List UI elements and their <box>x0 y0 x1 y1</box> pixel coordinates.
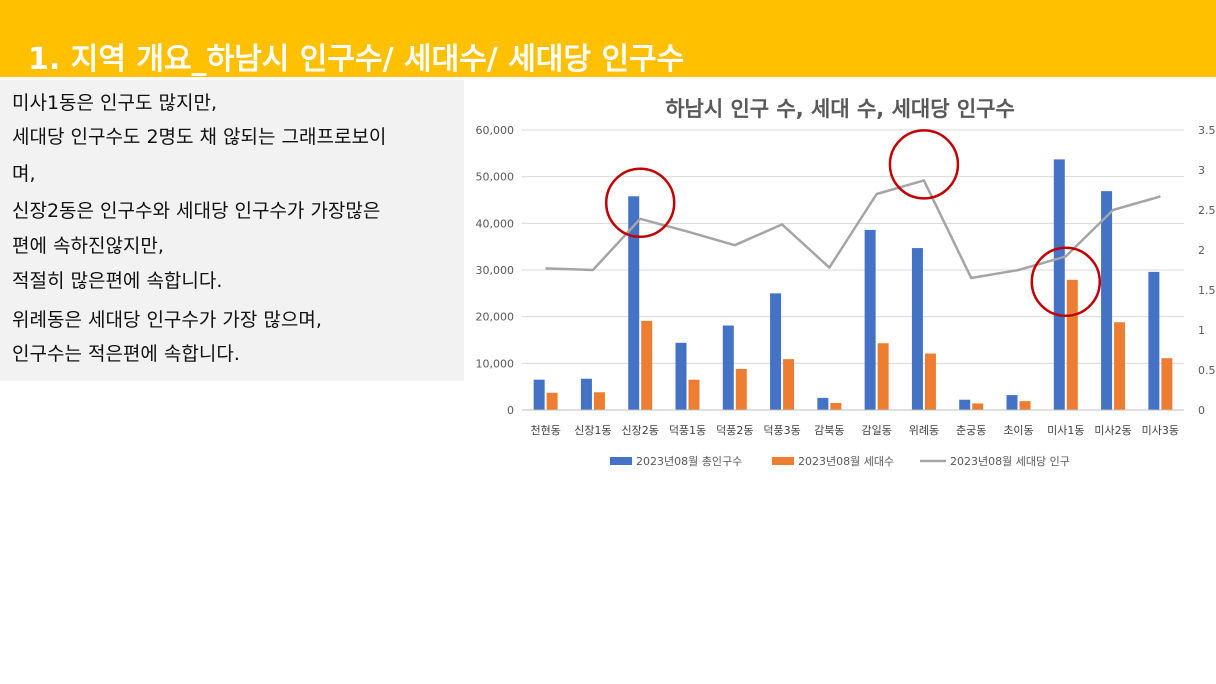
bar-population <box>770 293 782 410</box>
bar-population <box>817 397 829 410</box>
bar-households <box>735 368 747 410</box>
x-tick-label: 미사1동 <box>1047 424 1084 437</box>
bar-population <box>1101 191 1113 410</box>
y2-axis: 0 0.5 1 1.5 2 2.5 3 3.5 <box>1198 124 1216 417</box>
slide-header: 1. 지역 개요_하남시 인구수/ 세대수/ 세대당 인구수 <box>0 0 1216 77</box>
y2-tick-label: 3 <box>1198 164 1205 177</box>
legend-label: 2023년08월 세대수 <box>798 455 894 468</box>
slide-title: 1. 지역 개요_하남시 인구수/ 세대수/ 세대당 인구수 <box>28 42 685 77</box>
gridlines <box>522 129 1184 411</box>
x-tick-label: 신장1동 <box>574 424 611 437</box>
x-tick-label: 감북동 <box>814 424 844 437</box>
bar-population <box>959 399 971 410</box>
y-tick-label: 60,000 <box>476 124 515 137</box>
bar-households <box>641 320 653 410</box>
note-line: 세대당 인구수도 2명도 채 않되는 그래프로보이 <box>12 126 387 148</box>
bar-households <box>1019 401 1031 410</box>
y-tick-label: 20,000 <box>476 311 515 324</box>
line-per-household <box>545 179 1161 280</box>
bar-households <box>1161 358 1173 410</box>
notes-panel: 미사1동은 인구도 많지만, 세대당 인구수도 2명도 채 않되는 그래프로보이… <box>0 80 464 381</box>
x-tick-label: 감일동 <box>861 423 891 437</box>
bar-households <box>972 403 984 410</box>
x-tick-label: 위례동 <box>909 424 939 437</box>
y-tick-label: 10,000 <box>476 357 515 370</box>
highlight-circle <box>604 167 676 239</box>
legend-label: 2023년08월 세대당 인구 <box>950 455 1070 468</box>
y-tick-label: 30,000 <box>476 264 515 277</box>
bar-population <box>580 378 592 410</box>
bar-population <box>533 379 545 410</box>
x-axis: 천현동 신장1동 신장2동 덕풍1동 덕풍2동 덕풍3동 감북동 감일동 위례동 춘궁동 초이동 미사… <box>522 409 1184 437</box>
bar-population <box>675 342 687 410</box>
x-tick-label: 미사2동 <box>1094 424 1131 437</box>
bar-households <box>783 359 795 410</box>
note-line: 적절히 많은편에 속합니다. <box>12 270 223 292</box>
y-axis: 0 10,000 20,000 30,000 40,000 50,000 60,000 <box>476 124 515 417</box>
bar-population <box>864 229 876 410</box>
bar-population <box>1006 395 1018 410</box>
y2-tick-label: 3.5 <box>1198 124 1216 137</box>
note-line: 미사1동은 인구도 많지만, <box>12 92 218 114</box>
y-tick-label: 50,000 <box>476 171 515 184</box>
y2-tick-label: 2.5 <box>1198 204 1216 217</box>
x-tick-label: 천현동 <box>530 423 560 437</box>
y2-tick-label: 0.5 <box>1198 364 1216 377</box>
x-tick-label: 신장2동 <box>622 424 659 437</box>
bar-population <box>722 325 734 410</box>
highlight-circles <box>604 129 1102 318</box>
bar-households <box>877 343 889 410</box>
y2-tick-label: 1 <box>1198 324 1205 337</box>
note-line: 인구수는 적은편에 속합니다. <box>12 343 240 365</box>
y2-tick-label: 1.5 <box>1198 284 1216 297</box>
per-household-line <box>545 179 1161 280</box>
x-tick-label: 춘궁동 <box>956 424 986 437</box>
bar-households <box>830 403 842 410</box>
bar-population <box>1053 159 1065 410</box>
bar-population <box>911 248 923 410</box>
highlight-circle <box>888 129 960 200</box>
bar-population <box>1148 271 1160 410</box>
bar-households <box>1066 279 1078 410</box>
chart-title: 하남시 인구 수, 세대 수, 세대당 인구수 <box>665 97 1015 121</box>
note-line: 편에 속하진않지만, <box>12 235 164 257</box>
bar-households <box>688 379 700 410</box>
note-line: 위례동은 세대당 인구수가 가장 많으며, <box>12 309 322 331</box>
x-tick-label: 덕풍3동 <box>763 424 800 437</box>
bar-population <box>628 196 640 410</box>
bar-households <box>546 392 558 410</box>
bars <box>533 159 1173 410</box>
y2-tick-label: 0 <box>1198 404 1205 417</box>
x-tick-label: 미사3동 <box>1142 424 1179 437</box>
note-line: 신장2동은 인구수와 세대당 인구수가 가장많은 <box>12 200 381 222</box>
bar-households <box>593 392 605 410</box>
y-tick-label: 40,000 <box>476 217 515 230</box>
legend-swatch <box>610 457 632 465</box>
x-tick-label: 덕풍1동 <box>669 424 706 437</box>
note-line: 며, <box>12 163 36 185</box>
legend: 2023년08월 총인구수 2023년08월 세대수 2023년08월 세대당 인구 <box>610 455 1070 468</box>
y2-tick-label: 2 <box>1198 244 1205 257</box>
legend-swatch <box>772 457 794 465</box>
x-tick-label: 초이동 <box>1003 424 1033 437</box>
bar-households <box>1114 322 1126 410</box>
highlight-circle <box>1030 246 1102 318</box>
legend-label: 2023년08월 총인구수 <box>636 455 742 468</box>
x-tick-label: 덕풍2동 <box>716 424 753 437</box>
y-tick-label: 0 <box>507 404 514 417</box>
combo-chart: 하남시 인구 수, 세대 수, 세대당 인구수 0 10,000 20,000 30,… <box>476 97 1216 468</box>
bar-households <box>924 353 936 410</box>
